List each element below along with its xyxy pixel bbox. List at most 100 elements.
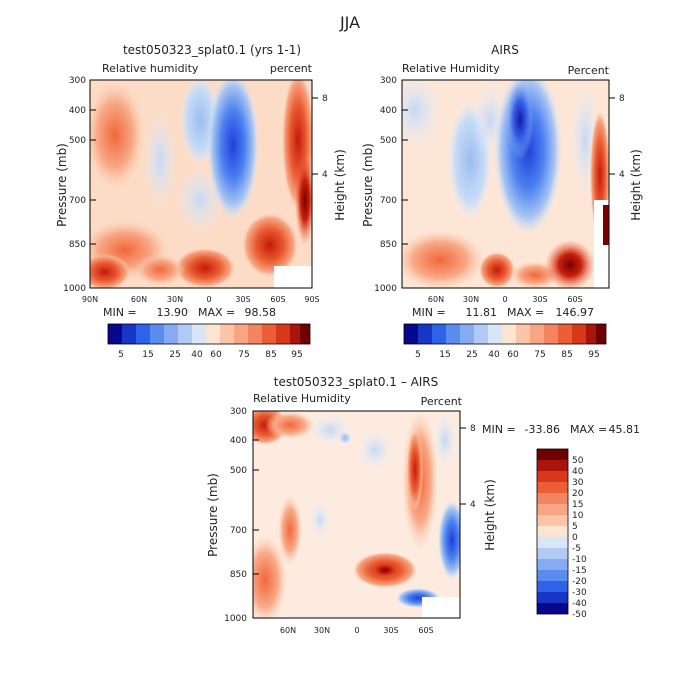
panel1-y2tick: 4 [322,170,328,180]
panel1-colorbar-label: 75 [238,350,249,360]
panel3-xtick: 30N [314,626,330,635]
panel1-min-label: MIN = [103,306,137,319]
panel1-xtick: 30S [235,295,250,304]
panel2-colorbar-label: 95 [588,350,599,360]
panel1-minmax: MIN = 13.90 MAX = 98.58 [103,306,276,319]
panel1-max-label: MAX = [198,306,235,319]
panel2-colorbar-label: 5 [415,350,421,360]
panel3-min-label: MIN = [482,423,516,436]
panel1-y2label: Height (km) [333,149,347,220]
panel1-xtick: 60S [270,295,285,304]
panel1-colorbar-label: 5 [118,350,124,360]
panel3-colorbar-label: 15 [572,500,583,510]
panel1-y2tick: 8 [322,94,328,104]
panel2-y2label: Height (km) [629,149,643,220]
panel2-ytick: 300 [380,76,397,86]
panel3-title: test050323_splat0.1 – AIRS [274,375,439,389]
panel1-right-label: percent [270,62,313,75]
panel3-colorbar: 50 40 30 20 15 10 5 0 -5 -10 -15 -20 -30… [536,448,587,620]
panel3-xtick: 60N [280,626,296,635]
panel2-xtick: 30S [532,295,547,304]
panel3-colorbar-label: -50 [572,610,587,620]
panel3-colorbar-label: 5 [572,522,578,532]
panel2-left-label: Relative Humidity [402,62,500,75]
panel1-colorbar-label: 95 [291,350,302,360]
panel1-ytick: 1000 [63,284,86,294]
panel3-frame [252,410,461,619]
panel3-colorbar-label: -30 [572,588,587,598]
panel1-xtick: 60N [131,295,147,304]
panel3-minmax: MIN = -33.86 MAX = 45.81 [482,423,640,436]
panel3-xtick: 0 [354,626,359,635]
panel3-ytick: 400 [230,436,247,446]
panel1-xtick: 0 [206,295,211,304]
panel1-ytick: 700 [69,196,86,206]
panel3-ytick: 500 [230,466,247,476]
panel3-colorbar-label: 0 [572,533,578,543]
panel2-ytick: 850 [380,240,397,250]
panel2-ytick: 700 [380,196,397,206]
panel3-colorbar-label: -15 [572,566,587,576]
panel2-frame [401,79,610,289]
panel3-ytick: 1000 [224,614,247,624]
panel1-ytick: 500 [69,136,86,146]
panel3-field [253,411,460,618]
panel1-xtick: 90N [82,295,98,304]
panel1-xtick: 90S [304,295,319,304]
panel-airs: AIRS Relative Humidity Percent 300 40 0 [361,43,643,360]
panel2-field [402,80,609,288]
panel1-xtick: 30N [167,295,183,304]
panel3-colorbar-label: 50 [572,456,584,466]
panel3-xtick: 60S [418,626,433,635]
panel2-max-label: MAX = [507,306,544,319]
panel2-colorbar-label: 15 [439,350,450,360]
panel2-min-label: MIN = [412,306,446,319]
panel3-y2tick: 8 [470,424,476,434]
panel3-colorbar-label: 30 [572,478,584,488]
panel3-min-value: -33.86 [525,423,560,436]
panel2-max-value: 146.97 [556,306,595,319]
panel1-colorbar-label: 15 [142,350,153,360]
panel2-xtick: 60N [428,295,444,304]
panel1-x-axis: 90N 60N 30N 0 30S 60S 90S [82,295,320,304]
panel1-colorbar-label: 25 [169,350,180,360]
panel2-colorbar-label: 40 [488,350,500,360]
panel3-max-label: MAX = [570,423,607,436]
panel-model: test050323_splat0.1 (yrs 1-1) Relative h… [55,43,347,360]
panel3-ylabel: Pressure (mb) [206,473,220,557]
panel3-left-label: Relative Humidity [253,392,351,405]
panel2-xtick: 0 [502,295,507,304]
panel2-title: AIRS [491,43,519,57]
panel3-colorbar-label: -40 [572,599,587,609]
panel1-max-value: 98.58 [245,306,277,319]
panel1-ytick: 400 [69,106,86,116]
panel2-colorbar-label: 25 [466,350,477,360]
panel2-colorbar-label: 75 [534,350,545,360]
panel2-x-axis: 60N 30N 0 30S 60S [428,295,583,304]
panel1-title: test050323_splat0.1 (yrs 1-1) [123,43,301,57]
panel3-colorbar-label: 40 [572,467,584,477]
panel2-minmax: MIN = 11.81 MAX = 146.97 [412,306,594,319]
panel2-y2-axis: 8 4 [609,94,625,180]
panel1-ytick: 850 [69,240,86,250]
panel3-ytick: 850 [230,570,247,580]
panel2-y2tick: 4 [619,170,625,180]
panel1-left-label: Relative humidity [102,62,199,75]
panel3-ytick: 700 [230,526,247,536]
panel3-x-axis: 60N 30N 0 30S 60S [280,626,434,635]
panel3-y-axis: 300 400 500 700 850 1000 [224,407,259,624]
panel3-max-value: 45.81 [609,423,641,436]
panel2-min-value: 11.81 [466,306,498,319]
panel1-min-value: 13.90 [157,306,189,319]
panel2-ytick: 1000 [374,284,397,294]
panel2-right-label: Percent [568,64,610,77]
panel2-colorbar-label: 85 [561,350,572,360]
panel2-ylabel: Pressure (mb) [361,143,375,227]
panel3-right-label: Percent [421,395,463,408]
panel3-colorbar-label: 20 [572,489,584,499]
panel1-y2-axis: 8 4 [312,94,328,180]
panel1-field [90,80,312,288]
panel3-y2tick: 4 [470,500,476,510]
panel3-ytick: 300 [230,407,247,417]
